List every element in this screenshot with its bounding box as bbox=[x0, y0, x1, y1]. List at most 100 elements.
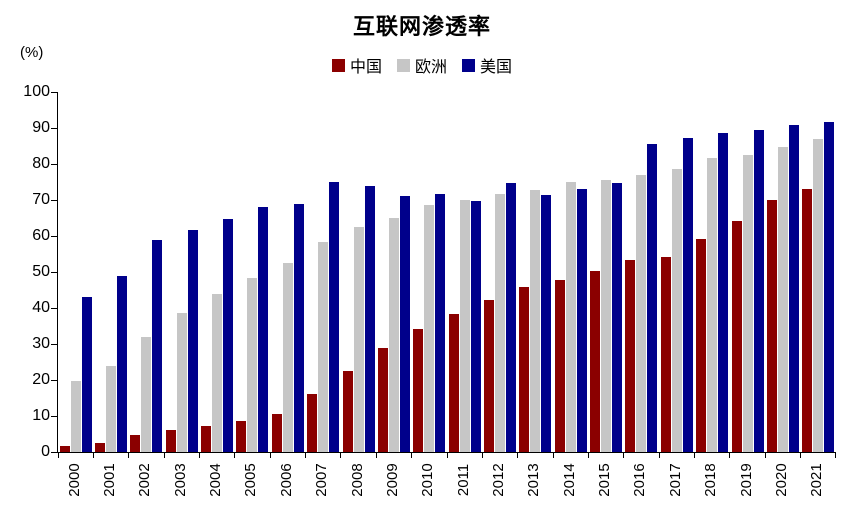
bar-group-2000 bbox=[58, 92, 93, 452]
x-axis-labels: 2000 2001 2002 2003 2004 2005 2006 2007 2008 2009… bbox=[57, 458, 835, 508]
y-axis-label: 100 bbox=[23, 83, 50, 100]
bar-group-2016 bbox=[624, 92, 659, 452]
x-axis-tick bbox=[446, 453, 448, 458]
y-axis-tick bbox=[51, 379, 57, 381]
bar-europe-2015 bbox=[601, 180, 612, 452]
bar-usa-2016 bbox=[647, 144, 658, 452]
x-axis-label: 2011 bbox=[454, 463, 472, 497]
x-axis-label-cell: 2012 bbox=[481, 458, 516, 508]
x-axis-label-cell: 2004 bbox=[198, 458, 233, 508]
bar-europe-2002 bbox=[141, 336, 152, 452]
x-axis-label-cell: 2017 bbox=[658, 458, 693, 508]
bar-china-2020 bbox=[766, 200, 777, 452]
x-axis-label-cell: 2009 bbox=[375, 458, 410, 508]
x-axis-label-cell: 2010 bbox=[411, 458, 446, 508]
bar-group-2014 bbox=[553, 92, 588, 452]
x-axis-label: 2007 bbox=[313, 463, 331, 497]
bar-china-2021 bbox=[802, 188, 813, 452]
bar-usa-2008 bbox=[364, 185, 375, 452]
y-axis-label: 90 bbox=[32, 119, 50, 136]
y-axis-tick bbox=[51, 343, 57, 345]
x-axis-label-cell: 2011 bbox=[446, 458, 481, 508]
x-axis-label-cell: 2006 bbox=[269, 458, 304, 508]
bar-usa-2004 bbox=[223, 218, 234, 452]
bar-group-2020 bbox=[765, 92, 800, 452]
bar-usa-2011 bbox=[470, 201, 481, 452]
bar-china-2004 bbox=[201, 425, 212, 452]
bar-group-2017 bbox=[659, 92, 694, 452]
bar-group-2010 bbox=[412, 92, 447, 452]
y-axis-tick bbox=[51, 271, 57, 273]
bar-usa-2015 bbox=[612, 183, 623, 452]
x-axis-label-cell: 2013 bbox=[517, 458, 552, 508]
bar-europe-2007 bbox=[318, 242, 329, 452]
x-axis-tick bbox=[198, 453, 200, 458]
x-axis-label-cell: 2016 bbox=[623, 458, 658, 508]
x-axis-tick bbox=[834, 453, 836, 458]
x-axis-label: 2002 bbox=[136, 463, 154, 497]
y-axis-tick bbox=[51, 199, 57, 201]
bar-usa-2002 bbox=[152, 240, 163, 452]
x-axis-label: 2000 bbox=[65, 463, 83, 497]
bar-china-2015 bbox=[590, 270, 601, 452]
bar-europe-2000 bbox=[70, 381, 81, 452]
x-axis-label-cell: 2000 bbox=[57, 458, 92, 508]
bar-europe-2020 bbox=[777, 147, 788, 452]
legend: 中国 欧洲 美国 bbox=[0, 53, 844, 77]
x-axis-label: 2013 bbox=[525, 463, 543, 497]
x-axis-label-cell: 2021 bbox=[800, 458, 835, 508]
y-axis-label: 70 bbox=[32, 191, 50, 208]
y-axis-label: 80 bbox=[32, 155, 50, 172]
bar-group-2004 bbox=[199, 92, 234, 452]
bar-europe-2019 bbox=[742, 155, 753, 452]
bar-europe-2017 bbox=[671, 169, 682, 452]
x-axis-label-cell: 2018 bbox=[693, 458, 728, 508]
x-axis-label: 2009 bbox=[383, 463, 401, 497]
legend-item-china: 中国 bbox=[331, 53, 382, 77]
x-axis-tick bbox=[92, 453, 94, 458]
bar-usa-2006 bbox=[293, 203, 304, 452]
bar-europe-2005 bbox=[247, 278, 258, 452]
x-axis-label-cell: 2008 bbox=[340, 458, 375, 508]
x-axis-tick bbox=[269, 453, 271, 458]
bar-group-2007 bbox=[306, 92, 341, 452]
x-axis-tick bbox=[800, 453, 802, 458]
bar-europe-2021 bbox=[813, 138, 824, 452]
bar-china-2001 bbox=[95, 442, 106, 452]
bar-china-2006 bbox=[271, 414, 282, 452]
legend-label-china: 中国 bbox=[349, 59, 382, 76]
bar-usa-2009 bbox=[399, 196, 410, 452]
bar-europe-2009 bbox=[388, 218, 399, 452]
bar-china-2017 bbox=[660, 256, 671, 452]
bar-china-2010 bbox=[413, 328, 424, 452]
y-axis-label: 40 bbox=[32, 299, 50, 316]
bar-china-2003 bbox=[165, 429, 176, 452]
x-axis-label: 2019 bbox=[737, 463, 755, 497]
x-axis-label: 2015 bbox=[596, 463, 614, 497]
bar-group-2005 bbox=[235, 92, 270, 452]
y-axis-label: 10 bbox=[32, 407, 50, 424]
bar-usa-2001 bbox=[117, 275, 128, 452]
x-axis-label: 2014 bbox=[560, 463, 578, 497]
bar-china-2018 bbox=[696, 238, 707, 452]
x-axis-label-cell: 2001 bbox=[92, 458, 127, 508]
legend-swatch-usa-icon bbox=[462, 58, 475, 72]
legend-swatch-china-icon bbox=[331, 58, 345, 72]
bar-usa-2020 bbox=[788, 124, 799, 452]
x-axis-tick bbox=[234, 453, 236, 458]
bar-usa-2000 bbox=[81, 296, 92, 452]
bar-group-2002 bbox=[129, 92, 164, 452]
x-axis-tick bbox=[552, 453, 554, 458]
bar-group-2009 bbox=[376, 92, 411, 452]
y-axis-tick bbox=[51, 307, 57, 309]
bar-europe-2006 bbox=[282, 262, 293, 452]
bar-usa-2010 bbox=[435, 193, 446, 452]
x-axis-label: 2004 bbox=[207, 463, 225, 497]
x-axis-label: 2001 bbox=[101, 463, 119, 497]
bar-china-2000 bbox=[59, 445, 70, 452]
x-axis-label: 2003 bbox=[171, 463, 189, 497]
x-axis-tick bbox=[411, 453, 413, 458]
bar-usa-2003 bbox=[187, 229, 198, 452]
bar-usa-2005 bbox=[258, 207, 269, 452]
bar-china-2009 bbox=[377, 347, 388, 452]
